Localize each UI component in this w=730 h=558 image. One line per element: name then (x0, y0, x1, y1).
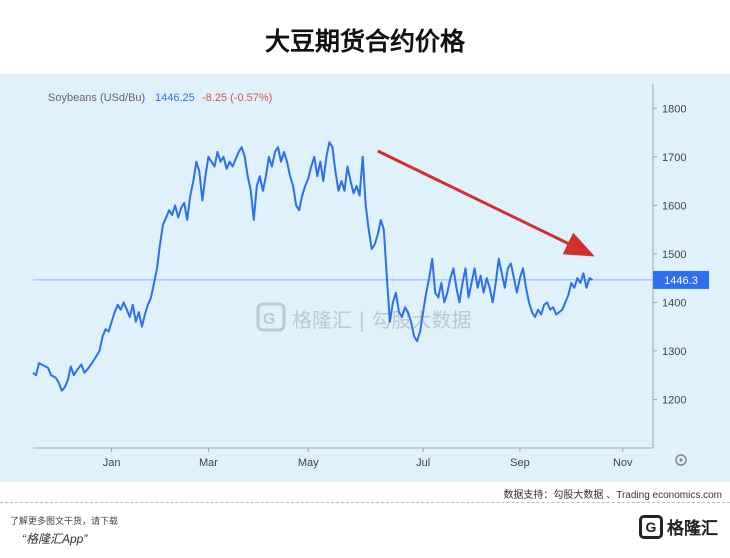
y-tick-label: 1600 (662, 200, 686, 212)
svg-text:G: G (263, 311, 275, 328)
app-name[interactable]: “格隆汇App” (22, 532, 88, 546)
x-tick-label: Sep (510, 457, 530, 469)
watermark-text: 格隆汇 | 勾股大数据 (292, 308, 471, 332)
watermark: G 格隆汇 | 勾股大数据 (256, 302, 471, 332)
price-tag-box (653, 270, 709, 289)
y-tick-label: 1300 (662, 346, 686, 358)
footer-divider (0, 502, 730, 503)
x-tick-label: Jul (416, 457, 430, 469)
download-prompt: 了解更多图文干货，请下载 (10, 516, 119, 526)
price-change: -8.25 (-0.57%) (202, 92, 272, 104)
source-note: 数据支持：勾股大数据 、Trading economics.com (503, 490, 722, 501)
y-tick-label: 1500 (662, 249, 686, 261)
price-tag-label: 1446.3 (664, 275, 698, 287)
x-tick-label: May (298, 457, 319, 469)
y-tick-label: 1200 (662, 394, 686, 406)
settings-gear-icon[interactable] (675, 454, 687, 466)
y-tick-label: 1400 (662, 297, 686, 309)
x-tick-label: Nov (613, 457, 633, 469)
y-tick-label: 1800 (662, 103, 686, 115)
price-series-line (32, 141, 594, 392)
x-tick-label: Jan (103, 457, 121, 469)
y-tick-label: 1700 (662, 152, 686, 164)
last-price: 1446.25 (155, 92, 195, 104)
logo-mark-icon: G (639, 514, 663, 539)
price-chart: G 格隆汇 | 勾股大数据 1200 1300 1400 1500 1600 1700 18… (32, 84, 709, 469)
brand-logo: G 格隆汇 (639, 514, 718, 539)
page-title: 大豆期货合约价格 (264, 27, 465, 56)
x-tick-label: Mar (199, 457, 218, 469)
ticker-label: Soybeans (USd/Bu) (48, 92, 145, 104)
logo-text: 格隆汇 (667, 519, 718, 539)
trend-arrow (377, 149, 595, 257)
chart-panel (0, 74, 730, 482)
